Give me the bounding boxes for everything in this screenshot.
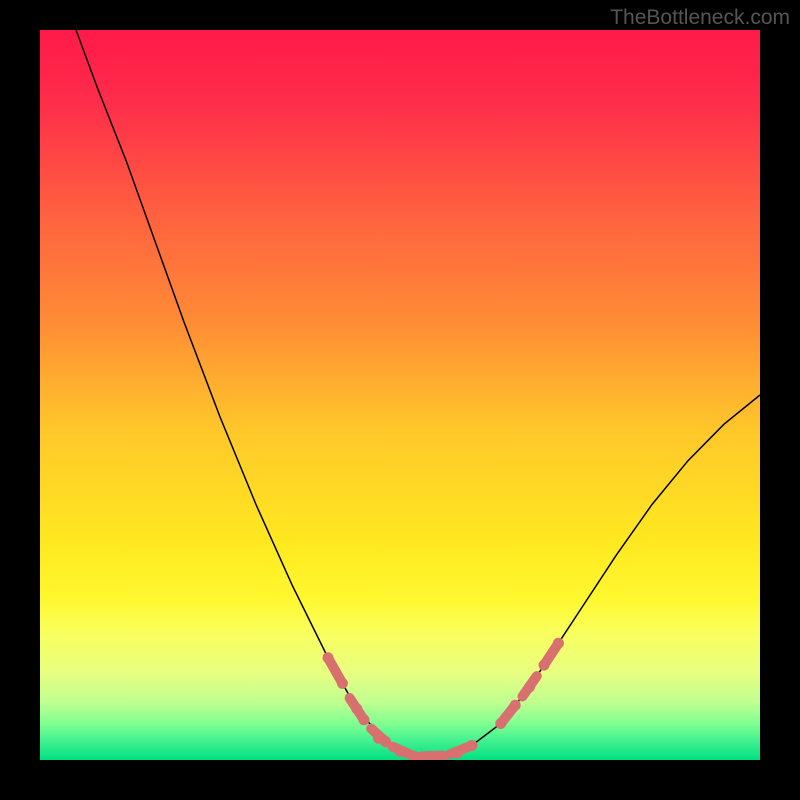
- bottleneck-curve-chart: [40, 30, 760, 760]
- watermark-text: TheBottleneck.com: [610, 6, 790, 30]
- main-curve-line: [76, 30, 760, 756]
- marker-dash-segments: [328, 643, 558, 756]
- marker-dots: [323, 638, 564, 760]
- plot-area: [40, 30, 760, 760]
